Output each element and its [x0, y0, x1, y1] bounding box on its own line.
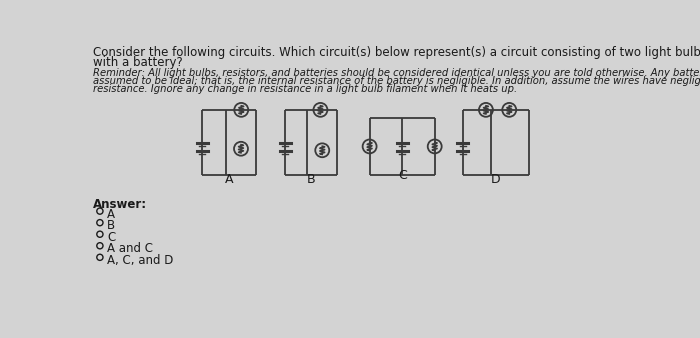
Text: B: B	[107, 219, 115, 232]
Text: Consider the following circuits. Which circuit(s) below represent(s) a circuit c: Consider the following circuits. Which c…	[93, 46, 700, 59]
Text: assumed to be ideal; that is, the internal resistance of the battery is negligib: assumed to be ideal; that is, the intern…	[93, 76, 700, 86]
Text: Reminder: All light bulbs, resistors, and batteries should be considered identic: Reminder: All light bulbs, resistors, an…	[93, 68, 700, 77]
Text: A: A	[107, 208, 115, 221]
Text: D: D	[491, 173, 500, 186]
Text: C: C	[398, 169, 407, 182]
Text: resistance. Ignore any change in resistance in a light bulb filament when it hea: resistance. Ignore any change in resista…	[93, 84, 517, 94]
Text: A and C: A and C	[107, 242, 153, 255]
Text: A: A	[225, 173, 234, 186]
Text: Answer:: Answer:	[93, 198, 147, 211]
Text: A, C, and D: A, C, and D	[107, 254, 174, 267]
Text: C: C	[107, 231, 115, 244]
Text: with a battery?: with a battery?	[93, 56, 183, 69]
Text: B: B	[307, 173, 316, 186]
